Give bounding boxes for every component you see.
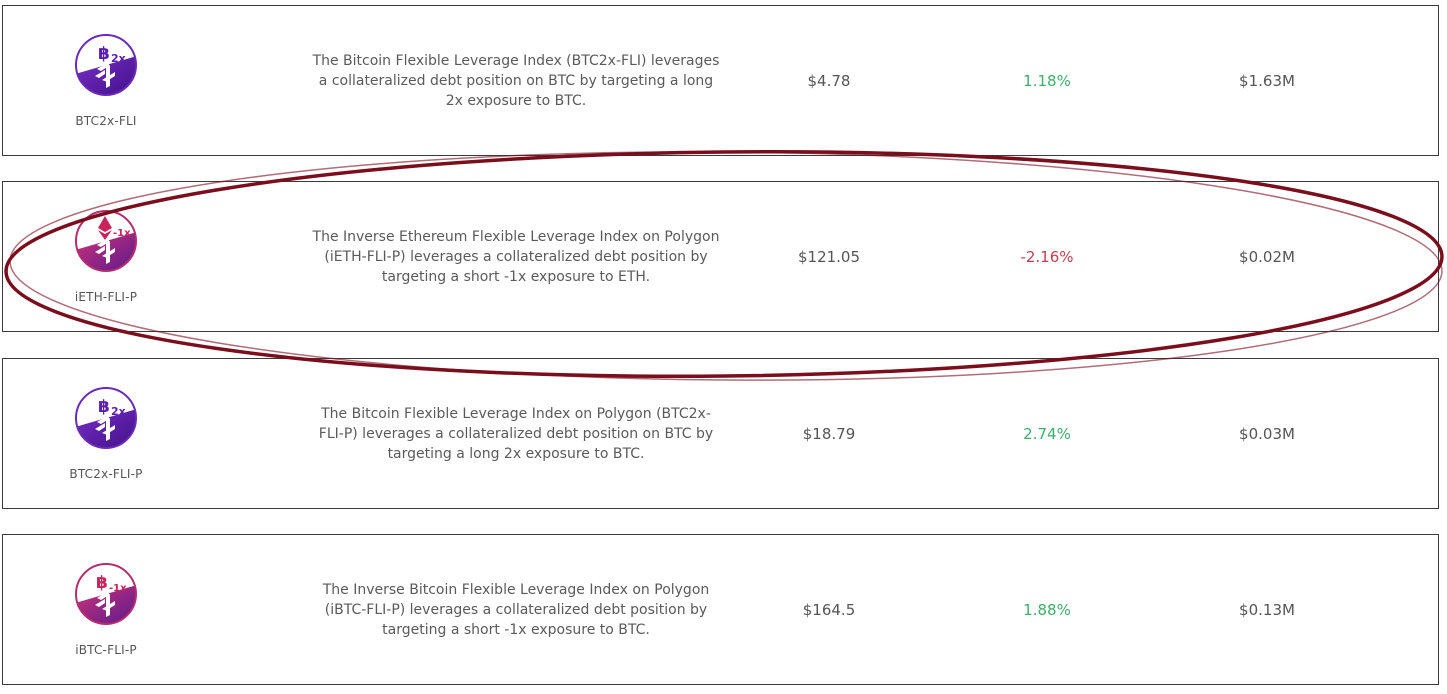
token-change: 2.74% <box>1023 424 1071 443</box>
token-description: The Inverse Bitcoin Flexible Leverage In… <box>322 581 710 638</box>
token-row-btc2x-fli-p[interactable]: ฿ 2x BTC2x-FLI-P The Bitcoin Flexible Le… <box>2 358 1439 509</box>
btc-2x-fli-p-logo-icon: ฿ 2x <box>75 387 137 449</box>
ibtc-fli-p-logo-icon: ฿ -1x <box>75 563 137 625</box>
token-change: 1.18% <box>1023 71 1071 90</box>
token-change: 1.88% <box>1023 600 1071 619</box>
token-description: The Inverse Ethereum Flexible Leverage I… <box>312 228 720 285</box>
token-price: $164.5 <box>802 600 856 619</box>
token-row-ibtc-fli-p[interactable]: ฿ -1x iBTC-FLI-P The Inverse Bitcoin Fle… <box>2 534 1439 685</box>
svg-text:฿: ฿ <box>98 44 110 64</box>
token-cell[interactable]: -1x iETH-FLI-P <box>3 182 209 331</box>
token-description: The Bitcoin Flexible Leverage Index (BTC… <box>312 52 720 109</box>
svg-text:-1x: -1x <box>113 228 131 239</box>
token-cell[interactable]: ฿ 2x BTC2x-FLI-P <box>3 359 209 508</box>
token-price: $4.78 <box>807 71 851 90</box>
token-price: $18.79 <box>802 424 856 443</box>
token-row-ieth-fli-p[interactable]: -1x iETH-FLI-P The Inverse Ethereum Flex… <box>2 181 1439 332</box>
ieth-fli-p-logo-icon: -1x <box>75 210 137 272</box>
token-symbol: BTC2x-FLI-P <box>69 467 143 481</box>
btc-2x-fli-logo-icon: ฿ 2x <box>75 34 137 96</box>
token-symbol: iETH-FLI-P <box>74 290 138 304</box>
token-change: -2.16% <box>1020 247 1074 266</box>
svg-text:2x: 2x <box>111 52 126 65</box>
token-symbol: BTC2x-FLI <box>75 114 137 128</box>
svg-text:฿: ฿ <box>98 397 110 417</box>
token-row-btc2x-fli[interactable]: ฿ 2x BTC2x-FLI The Bitcoin Flexible Leve… <box>2 5 1439 156</box>
svg-text:-1x: -1x <box>109 583 127 594</box>
token-market-cap: $0.02M <box>1239 247 1295 266</box>
svg-text:2x: 2x <box>111 405 126 418</box>
token-symbol: iBTC-FLI-P <box>75 643 137 657</box>
token-market-cap: $0.03M <box>1239 424 1295 443</box>
svg-text:฿: ฿ <box>96 573 108 593</box>
token-cell[interactable]: ฿ -1x iBTC-FLI-P <box>3 535 209 684</box>
token-market-cap: $0.13M <box>1239 600 1295 619</box>
token-cell[interactable]: ฿ 2x BTC2x-FLI <box>3 6 209 155</box>
token-description: The Bitcoin Flexible Leverage Index on P… <box>318 405 714 462</box>
token-price: $121.05 <box>797 247 861 266</box>
token-market-cap: $1.63M <box>1239 71 1295 90</box>
